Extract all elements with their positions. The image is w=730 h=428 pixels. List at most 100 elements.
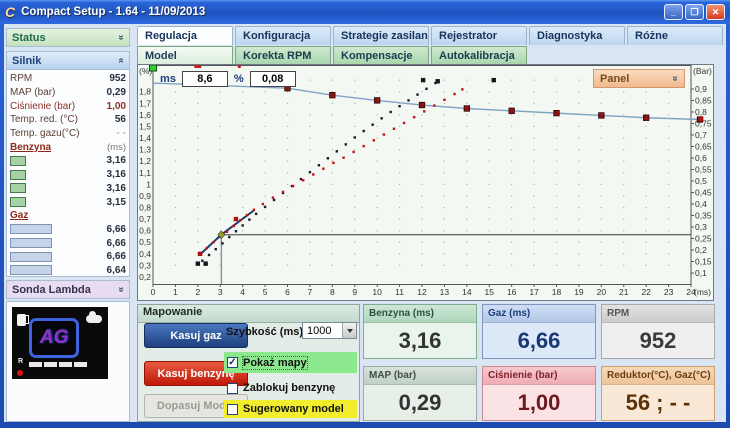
svg-text:1,8: 1,8 [139, 87, 151, 97]
percent-input[interactable] [249, 71, 296, 87]
model-chart[interactable]: 1,81,71,61,51,41,31,21,110,90,80,70,60,5… [138, 65, 715, 302]
lcd-red-led [17, 370, 23, 376]
mapowanie-title: Mapowanie [138, 305, 359, 323]
ag-logo: AG [29, 318, 79, 358]
svg-text:1,1: 1,1 [139, 168, 151, 178]
tab-regulacja[interactable]: Regulacja [137, 26, 233, 45]
stat-row-map-bar: MAP (bar) 0,29 [10, 86, 126, 100]
subtab-kompensacje[interactable]: Kompensacje [333, 46, 429, 64]
subtab-autokalibracja[interactable]: Autokalibracja [431, 46, 527, 64]
svg-text:12: 12 [417, 287, 427, 297]
svg-text:0,15: 0,15 [695, 257, 712, 267]
svg-text:4: 4 [240, 287, 245, 297]
status-section-header[interactable]: Status » [6, 28, 130, 47]
svg-text:1,6: 1,6 [139, 110, 151, 120]
checkbox-unchecked[interactable] [227, 382, 238, 394]
model-chart-panel[interactable]: 1,8 1,7 1,6 1,5 1,4 1,3 1,2 1,1 1 0,9 0,8 0,7 0,6 0,5… [137, 64, 714, 301]
lcd-display: AG R [12, 307, 108, 379]
window-title: Compact Setup - 1.64 - 11/09/2013 [21, 6, 206, 18]
injector-swatch [10, 238, 52, 249]
fuel-section-label: Gaz [10, 210, 29, 222]
kasuj-gaz-button[interactable]: Kasuj gaz [144, 323, 248, 348]
chevron-up-icon: » [115, 57, 127, 64]
svg-text:0,9: 0,9 [139, 191, 151, 201]
chart-inputs: ms % [160, 71, 296, 87]
svg-text:7: 7 [308, 287, 313, 297]
maximize-button[interactable]: ❐ [685, 4, 704, 20]
svg-text:15: 15 [485, 287, 495, 297]
titlebar: C Compact Setup - 1.64 - 11/09/2013 _ ❐ … [0, 0, 730, 24]
main-tabs: Regulacja Konfiguracja Strategie zasilania… [137, 26, 723, 45]
checkbox-unchecked[interactable] [227, 403, 238, 415]
subtab-model[interactable]: Model [137, 46, 233, 64]
svg-text:0,4: 0,4 [695, 199, 707, 209]
checkbox-row-zablokuj-benzyne[interactable]: Zablokuj benzynę [224, 380, 357, 396]
injector-swatch [10, 169, 26, 180]
tile-gaz-ms: Gaz (ms) 6,66 [482, 304, 596, 359]
chevron-down-icon: » [669, 75, 681, 82]
sonda-lambda-section-header[interactable]: Sonda Lambda » [6, 280, 130, 299]
chevron-down-icon[interactable] [342, 323, 356, 338]
injector-row-gaz: 6,64 [10, 264, 126, 278]
svg-text:1,5: 1,5 [139, 121, 151, 131]
injector-value: 6,66 [106, 223, 126, 235]
percent-input-label: % [233, 73, 244, 85]
tab-strategie-zasilania[interactable]: Strategie zasilania [333, 26, 429, 45]
fuel-section-gaz: Gaz [10, 209, 126, 223]
ms-input[interactable] [181, 71, 228, 87]
close-button[interactable]: ✕ [706, 4, 725, 20]
mapowanie-panel: Mapowanie Kasuj gaz Kasuj benzynę Dopasuj … [137, 304, 360, 422]
tab-rejestrator[interactable]: Rejestrator [431, 26, 527, 45]
injector-row-gaz: 6,66 [10, 236, 126, 250]
stat-value: 56 [114, 114, 126, 126]
stat-value: 952 [109, 73, 126, 85]
panel-dropdown-button[interactable]: Panel » [593, 69, 685, 88]
checkbox-checked[interactable]: ✓ [227, 357, 238, 368]
svg-text:0,3: 0,3 [695, 222, 707, 232]
checkbox-label: Sugerowany model [243, 403, 344, 415]
svg-text:9: 9 [352, 287, 357, 297]
injector-value: 6,64 [106, 264, 126, 276]
checkbox-label: Zablokuj benzynę [243, 382, 336, 394]
svg-text:21: 21 [619, 287, 629, 297]
checkbox-row-pokaz-mapy[interactable]: ✓ Pokaż mapy [224, 352, 357, 373]
svg-text:16: 16 [507, 287, 517, 297]
tab-rozne[interactable]: Różne [627, 26, 723, 45]
svg-text:1: 1 [146, 179, 151, 189]
gas-cloud-icon [86, 311, 102, 323]
svg-text:1: 1 [173, 287, 178, 297]
svg-text:3: 3 [218, 287, 223, 297]
sub-tabs: Model Korekta RPM Kompensacje Autokalibracj… [137, 46, 527, 64]
fuel-section-benzyna: Benzyna (ms) [10, 140, 126, 154]
stat-row-temp-gazu-c: Temp. gazu(°C) - - [10, 127, 126, 141]
checkbox-row-sugerowany-model[interactable]: Sugerowany model [224, 400, 357, 418]
tab-diagnostyka[interactable]: Diagnostyka [529, 26, 625, 45]
tile-value: 1,00 [517, 389, 561, 415]
svg-text:13: 13 [440, 287, 450, 297]
svg-text:0,6: 0,6 [695, 153, 707, 163]
injector-row-benzyna: 3,16 [10, 182, 126, 196]
sonda-lambda-label: Sonda Lambda [12, 283, 91, 296]
subtab-korekta-rpm[interactable]: Korekta RPM [235, 46, 331, 64]
speed-select[interactable]: 1000 [302, 322, 357, 339]
fuel-pump-icon [17, 314, 29, 326]
window-controls: _ ❐ ✕ [664, 4, 725, 20]
tile-value: 56 ; - - [625, 389, 691, 415]
tab-konfiguracja[interactable]: Konfiguracja [235, 26, 331, 45]
app-icon: C [5, 4, 16, 20]
window-content: Status » Silnik » RPM 952 MAP (bar) 0,29 Ciś… [4, 24, 726, 422]
kasuj-benzyne-button[interactable]: Kasuj benzynę [144, 361, 248, 386]
svg-text:0,7: 0,7 [695, 130, 707, 140]
svg-text:(%): (%) [139, 66, 152, 76]
tile-value: 952 [639, 327, 677, 353]
svg-text:24: 24 [686, 287, 696, 297]
injector-swatch [10, 183, 26, 194]
silnik-label: Silnik [12, 54, 42, 67]
injector-value: 3,16 [106, 182, 126, 194]
silnik-section-header[interactable]: Silnik » [6, 51, 130, 70]
tile-value: 3,16 [398, 327, 442, 353]
minimize-button[interactable]: _ [664, 4, 683, 20]
tile-benzyna-ms: Benzyna (ms) 3,16 [363, 304, 477, 359]
svg-text:0,4: 0,4 [139, 249, 151, 259]
